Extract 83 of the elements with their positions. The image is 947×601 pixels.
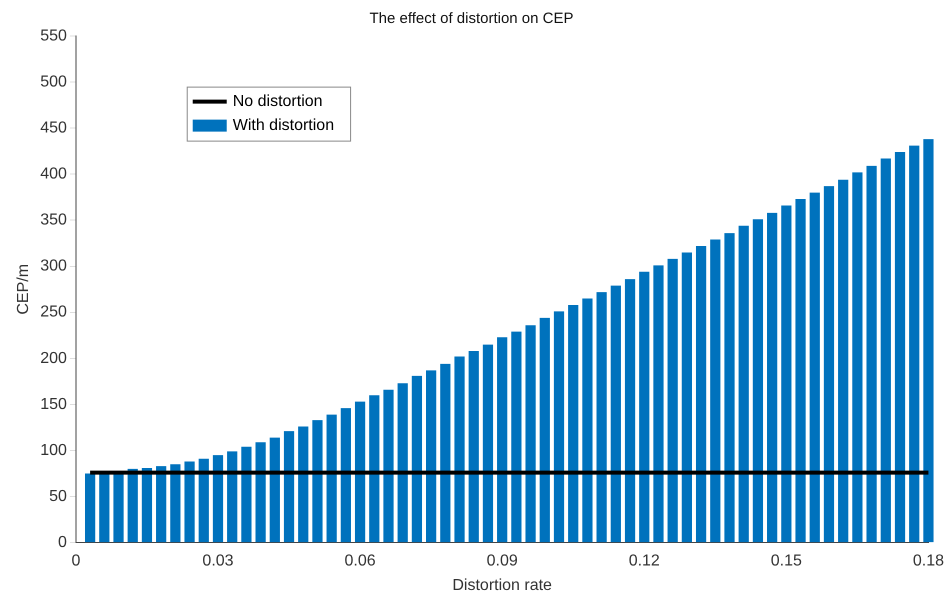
chart-title: The effect of distortion on CEP: [369, 10, 574, 28]
bar: [99, 472, 110, 542]
legend-label: No distortion: [232, 93, 323, 110]
bar: [340, 408, 351, 542]
bar: [781, 205, 792, 542]
bar: [738, 226, 749, 542]
bar: [582, 298, 593, 542]
bar: [312, 420, 323, 542]
y-tick-label: 200: [40, 350, 67, 367]
bar: [880, 158, 891, 542]
bar: [369, 395, 380, 542]
y-tick-label: 350: [40, 212, 67, 229]
bar: [184, 462, 195, 542]
bar: [440, 364, 450, 542]
bar: [795, 199, 806, 542]
y-tick-label: 150: [40, 396, 67, 413]
bar: [710, 240, 720, 542]
legend-label: With distortion: [232, 117, 334, 134]
bar: [668, 258, 678, 542]
bar: [398, 383, 408, 542]
bar: [610, 286, 621, 542]
bar: [170, 464, 180, 542]
bar: [383, 390, 394, 542]
bar: [84, 474, 96, 542]
bar: [554, 311, 564, 542]
bar: [653, 265, 664, 542]
bar: [852, 172, 862, 542]
y-tick-label: 50: [49, 488, 67, 505]
x-tick-label: 0: [71, 552, 80, 570]
x-tick-label: 0.09: [486, 552, 518, 570]
bar: [284, 431, 294, 542]
bar: [909, 146, 920, 542]
bar: [142, 468, 152, 542]
bar: [497, 337, 508, 542]
bar: [298, 426, 308, 542]
x-tick-label: 0.06: [344, 552, 376, 570]
bar: [354, 402, 366, 542]
bar: [212, 455, 224, 542]
bar: [923, 139, 934, 542]
x-axis-title: Distortion rate: [452, 576, 552, 594]
x-tick-label: 0.12: [628, 552, 660, 570]
bar: [198, 458, 209, 542]
bar: [326, 414, 337, 542]
bar: [568, 304, 578, 542]
bar: [426, 370, 436, 542]
y-tick-label: 500: [40, 73, 67, 90]
bar: [894, 152, 906, 542]
bar: [696, 246, 706, 542]
y-tick-label: 250: [40, 304, 67, 321]
y-tick-label: 0: [58, 534, 67, 552]
bar: [482, 344, 494, 542]
bar: [255, 442, 266, 542]
bar: [128, 468, 138, 542]
bar: [682, 252, 692, 542]
x-tick-label: 0.18: [912, 552, 944, 570]
y-tick-label: 450: [40, 120, 67, 137]
y-axis-title: CEP/m: [15, 264, 32, 315]
bar: [468, 351, 479, 542]
y-tick-label: 300: [40, 258, 67, 275]
bar: [227, 451, 238, 542]
bar: [596, 292, 607, 542]
bar: [511, 332, 522, 542]
bar: [824, 186, 834, 542]
bar: [866, 166, 877, 542]
bar: [767, 212, 778, 542]
bar: [270, 438, 280, 542]
bar: [624, 279, 636, 542]
bar: [525, 325, 536, 542]
bar: [810, 192, 820, 542]
y-tick-label: 100: [40, 442, 67, 459]
bar: [724, 233, 735, 542]
y-tick-label: 400: [40, 166, 67, 183]
x-tick-label: 0.15: [770, 552, 802, 570]
bar: [838, 180, 848, 542]
y-tick-label: 550: [40, 27, 67, 44]
bar: [156, 466, 166, 542]
bar: [241, 446, 252, 542]
bar: [412, 376, 422, 542]
bar: [639, 272, 650, 542]
bar: [752, 219, 764, 542]
bar: [454, 356, 465, 542]
bar: [540, 318, 550, 542]
x-tick-label: 0.03: [202, 552, 234, 570]
